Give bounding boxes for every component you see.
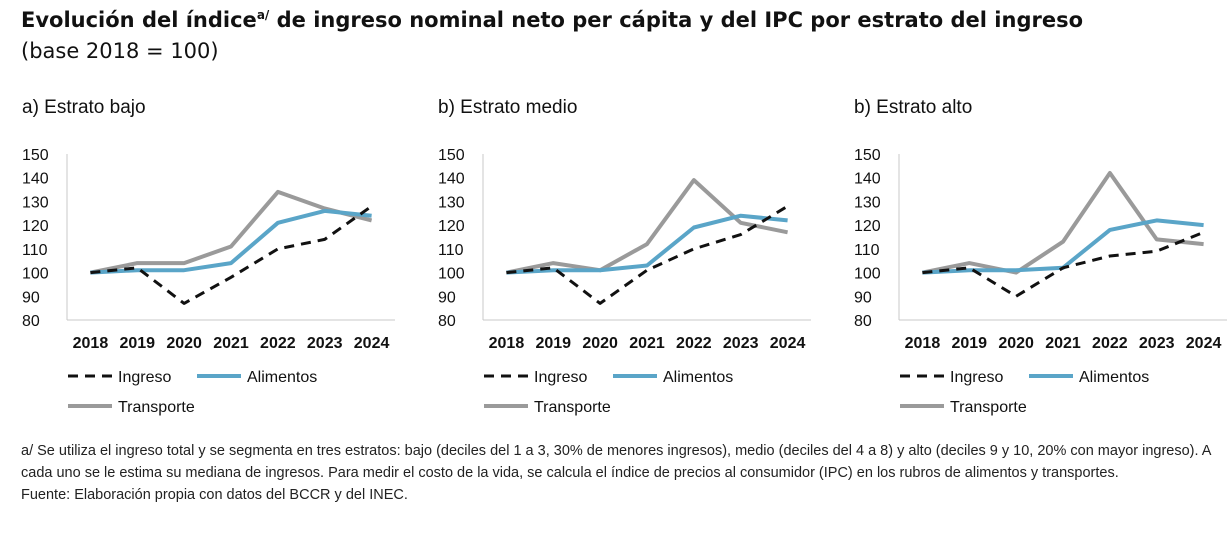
x-tick-label: 2020 [166, 335, 202, 352]
series-line-transporte [922, 171, 1204, 275]
legend-label-alimentos: Alimentos [247, 369, 317, 386]
legend-label-alimentos: Alimentos [1079, 369, 1149, 386]
y-tick-label: 110 [22, 242, 48, 259]
panel-estrato-bajo: a) Estrato bajo 150 140 130 120 110 100 90 80 20… [20, 90, 415, 430]
y-tick-label: 90 [22, 289, 40, 306]
y-tick-label: 150 [438, 147, 465, 164]
legend-label-transporte: Transporte [534, 399, 611, 416]
y-tick-label: 90 [438, 289, 456, 306]
y-tick-label: 140 [854, 171, 881, 188]
x-tick-label: 2023 [723, 335, 759, 352]
series-line-transporte [506, 178, 788, 275]
panel-title: a) Estrato bajo [22, 97, 146, 118]
x-tick-label: 2018 [73, 335, 109, 352]
legend-label-alimentos: Alimentos [663, 369, 733, 386]
line-chart-estrato-medio: 150 140 130 120 110 100 90 80 2018 2019 2020 2021 20… [438, 147, 811, 416]
panel-estrato-alto: b) Estrato alto 150 140 130 120 110 100 90 80 20… [852, 90, 1228, 430]
x-tick-label: 2019 [951, 335, 987, 352]
x-tick-label: 2022 [676, 335, 712, 352]
legend-label-transporte: Transporte [118, 399, 195, 416]
legend-label-ingreso: Ingreso [950, 369, 1003, 386]
title-footnote-marker: a/ [256, 8, 270, 22]
y-tick-label: 100 [22, 266, 49, 283]
series-line-ingreso [922, 230, 1205, 298]
x-tick-label: 2023 [307, 335, 343, 352]
x-tick-label: 2019 [119, 335, 155, 352]
footnote-text: a/ Se utiliza el ingreso total y se segm… [21, 443, 1211, 481]
y-tick-label: 120 [22, 218, 49, 235]
x-tick-label: 2020 [998, 335, 1034, 352]
source-text: Fuente: Elaboración propia con datos del… [21, 487, 408, 503]
y-tick-label: 80 [854, 313, 872, 330]
panel-title: b) Estrato medio [438, 97, 578, 118]
x-tick-label: 2021 [1045, 335, 1081, 352]
series-line-transporte [90, 189, 373, 275]
x-tick-label: 2022 [260, 335, 296, 352]
y-tick-label: 100 [438, 266, 465, 283]
x-tick-label: 2022 [1092, 335, 1128, 352]
panel-title: b) Estrato alto [854, 97, 973, 118]
y-tick-label: 100 [854, 266, 881, 283]
footnote: a/ Se utiliza el ingreso total y se segm… [21, 440, 1216, 506]
series-line-ingreso [506, 204, 789, 305]
y-tick-label: 80 [438, 313, 456, 330]
y-tick-label: 150 [854, 147, 881, 164]
x-tick-label: 2024 [1186, 335, 1222, 352]
y-tick-label: 120 [854, 218, 881, 235]
y-tick-label: 130 [438, 194, 465, 211]
legend-label-transporte: Transporte [950, 399, 1027, 416]
y-tick-label: 110 [854, 242, 880, 259]
y-tick-label: 90 [854, 289, 872, 306]
x-tick-label: 2018 [489, 335, 525, 352]
x-tick-label: 2024 [354, 335, 390, 352]
x-tick-label: 2023 [1139, 335, 1175, 352]
x-tick-label: 2019 [535, 335, 571, 352]
x-tick-label: 2021 [629, 335, 665, 352]
x-tick-label: 2024 [770, 335, 806, 352]
series-line-alimentos [506, 213, 788, 275]
legend-label-ingreso: Ingreso [118, 369, 171, 386]
chart-title: Evolución del índicea/ de ingreso nomina… [21, 8, 1083, 32]
y-tick-label: 130 [22, 194, 49, 211]
legend-label-ingreso: Ingreso [534, 369, 587, 386]
line-chart-estrato-alto: 150 140 130 120 110 100 90 80 2018 2019 2020 2021 20… [854, 147, 1227, 416]
x-tick-label: 2018 [905, 335, 941, 352]
panel-estrato-medio: b) Estrato medio 150 140 130 120 110 100 90 80 2… [436, 90, 831, 430]
y-tick-label: 150 [22, 147, 49, 164]
y-tick-label: 130 [854, 194, 881, 211]
chart-subtitle: (base 2018 = 100) [21, 39, 219, 63]
y-tick-label: 140 [22, 171, 49, 188]
y-tick-label: 140 [438, 171, 465, 188]
x-tick-label: 2021 [213, 335, 249, 352]
y-tick-label: 120 [438, 218, 465, 235]
line-chart-estrato-bajo: 150 140 130 120 110 100 90 80 2018 2019 2020 2021 20… [22, 147, 395, 416]
x-tick-label: 2020 [582, 335, 618, 352]
series-line-alimentos [90, 208, 372, 275]
y-tick-label: 80 [22, 313, 40, 330]
y-tick-label: 110 [438, 242, 464, 259]
series-line-ingreso [90, 204, 373, 305]
